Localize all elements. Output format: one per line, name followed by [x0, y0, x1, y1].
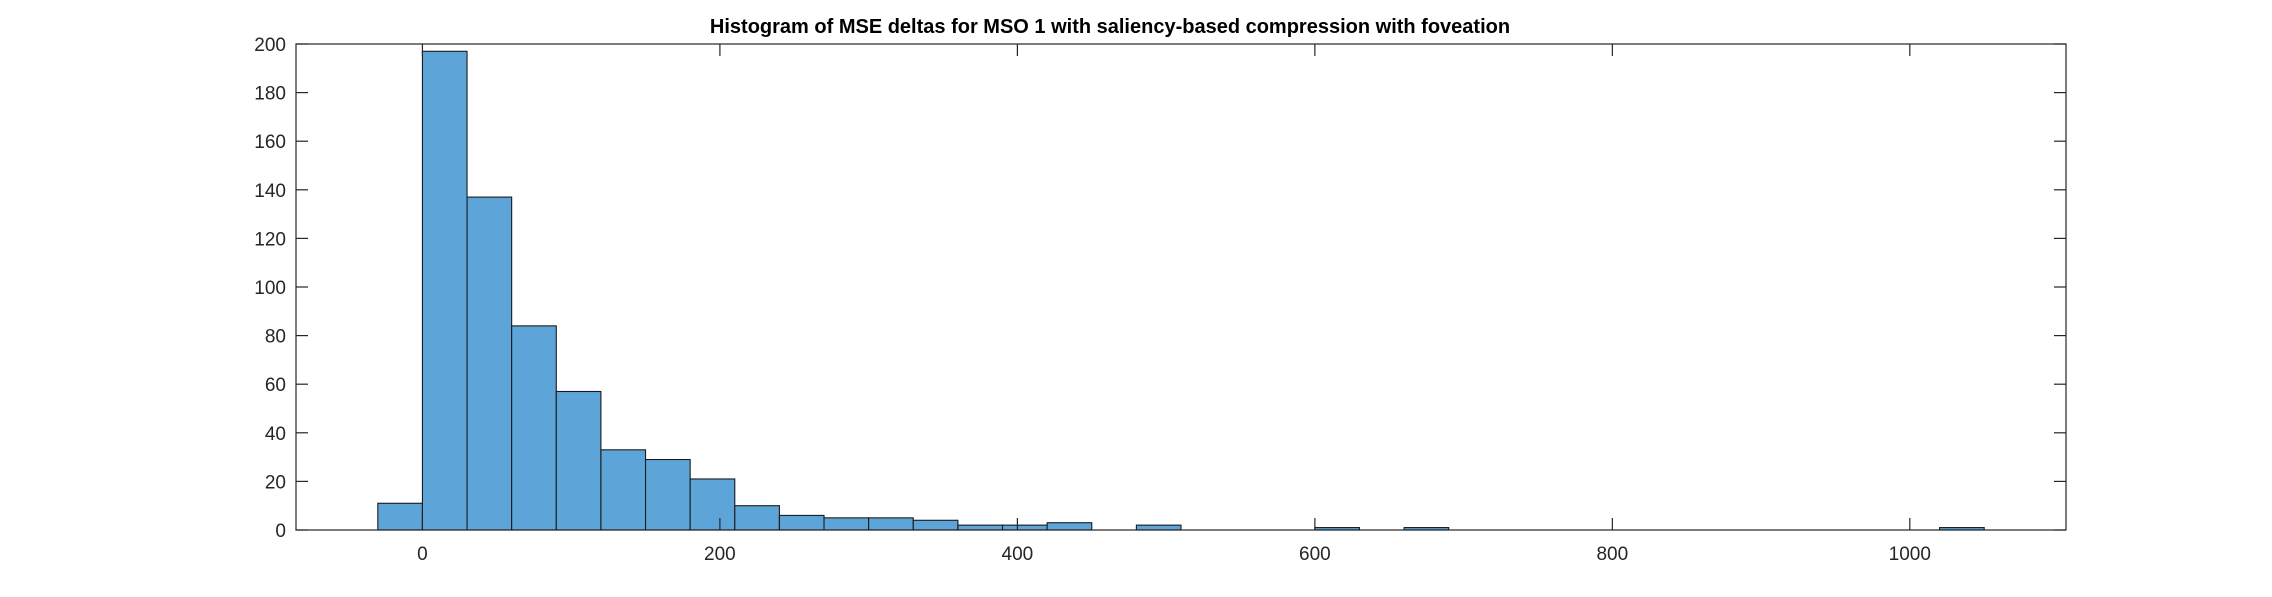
histogram-bar	[689, 478, 736, 531]
y-tick-label: 120	[254, 229, 286, 250]
y-tick-label: 200	[254, 35, 286, 56]
y-tick-label: 80	[265, 327, 286, 348]
histogram-bar	[957, 524, 1004, 531]
histogram-bar	[377, 502, 423, 531]
x-tick-label: 400	[1002, 544, 1034, 565]
y-tick-label: 20	[265, 472, 286, 493]
x-tick-label: 800	[1596, 544, 1628, 565]
y-tick-label: 60	[265, 375, 286, 396]
chart-title: Histogram of MSE deltas for MSO 1 with s…	[710, 16, 1510, 38]
bars-group	[377, 50, 1985, 531]
histogram-bar	[421, 50, 468, 531]
y-tick-label: 40	[265, 424, 286, 445]
histogram-bar	[511, 325, 557, 531]
histogram-bar	[778, 514, 825, 531]
histogram-bar	[823, 517, 870, 531]
x-tick-label: 200	[704, 544, 736, 565]
histogram-bar	[555, 390, 602, 531]
x-axis-ticks: 0 200 400 600 800 1000	[417, 44, 1931, 565]
histogram-bar	[912, 519, 959, 531]
y-tick-label: 100	[254, 278, 286, 299]
histogram-bar	[466, 196, 513, 531]
histogram-bar	[1135, 524, 1182, 531]
y-tick-label: 0	[275, 521, 286, 542]
x-tick-label: 0	[417, 544, 428, 565]
histogram-bar	[600, 449, 647, 531]
histogram-bar	[1046, 522, 1093, 531]
histogram-bar	[734, 505, 780, 531]
y-tick-label: 140	[254, 181, 286, 202]
y-tick-label: 160	[254, 132, 286, 153]
x-tick-label: 1000	[1889, 544, 1931, 565]
histogram-bar	[868, 517, 914, 531]
y-tick-label: 180	[254, 84, 286, 105]
histogram-bar	[1001, 524, 1048, 531]
y-axis-ticks: 0 20 40 60 80 100 120 140 160 180 200	[254, 35, 2066, 542]
histogram-bar	[644, 458, 691, 531]
x-tick-label: 600	[1299, 544, 1331, 565]
